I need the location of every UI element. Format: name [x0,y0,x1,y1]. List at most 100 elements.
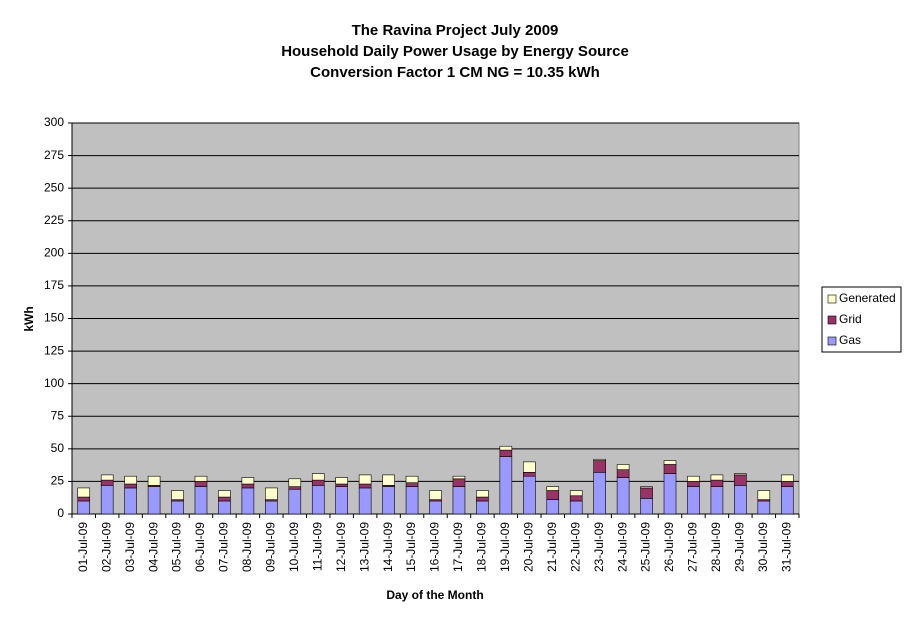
bar-segment [780,481,794,487]
y-tick-label: 225 [44,213,64,227]
bar-segment [546,490,560,500]
x-tick-label: 21-Jul-09 [545,522,559,572]
bar-segment [147,475,161,486]
bar-segment [780,474,794,482]
bar-segment [734,485,747,515]
x-tick-label: 05-Jul-09 [170,522,184,572]
x-tick-label: 04-Jul-09 [146,522,160,572]
bar-segment [546,486,560,491]
x-tick-label: 19-Jul-09 [498,522,512,572]
bar-segment [147,486,161,515]
x-tick-label: 08-Jul-09 [240,522,254,572]
bar-segment [194,475,208,482]
bar-segment [124,487,137,515]
bar-segment [663,464,677,474]
bar-segment [663,460,677,465]
bar-segment [100,479,114,486]
bar-segment [335,483,348,487]
y-tick-label: 300 [44,115,64,129]
y-tick-label: 200 [44,246,64,260]
y-tick-label: 0 [57,506,64,520]
x-tick-label: 30-Jul-09 [756,522,770,572]
bar-segment [335,477,348,485]
bar-segment [452,478,466,487]
x-tick-label: 09-Jul-09 [264,522,278,572]
bar-segment [780,486,794,515]
bar-segment [687,486,700,515]
bar-segment [687,481,700,487]
bar-segment [640,487,653,499]
legend-label: Grid [839,312,862,326]
bar-segment [710,486,724,515]
bar-segment [546,499,560,515]
bar-segment [405,486,419,515]
bar-segment [616,464,630,470]
y-tick-label: 50 [51,441,65,455]
x-axis-title: Day of the Month [386,588,483,602]
bar-segment [687,475,700,482]
bar-segment [640,486,653,489]
bar-segment [452,486,466,515]
bar-segment [569,495,583,502]
bar-segment [499,449,513,457]
bar-segment [171,490,184,500]
legend-swatch [827,315,837,325]
bar-segment [311,473,325,481]
bar-segment [429,490,442,500]
bar-segment [593,458,606,461]
y-tick-label: 150 [44,311,64,325]
bar-segment [218,500,231,515]
x-tick-label: 26-Jul-09 [662,522,676,572]
x-tick-label: 27-Jul-09 [686,522,700,572]
bar-segment [476,490,489,498]
bar-segment [311,485,325,515]
bar-segment [311,479,325,486]
y-tick-label: 100 [44,376,64,390]
bar-segment [77,487,91,498]
chart-title: The Ravina Project July 2009 [352,22,559,39]
x-tick-label: 16-Jul-09 [428,522,442,572]
x-tick-label: 06-Jul-09 [193,522,207,572]
x-tick-label: 13-Jul-09 [357,522,371,572]
bar-segment [241,477,255,485]
bar-segment [523,475,536,515]
bar-segment [77,496,91,502]
bar-segment [265,487,278,500]
y-tick-label: 250 [44,180,64,194]
bar-segment [405,475,419,484]
x-tick-label: 28-Jul-09 [709,522,723,572]
bar-segment [710,479,724,487]
x-tick-label: 01-Jul-09 [76,522,90,572]
bar-segment [241,483,255,489]
legend-swatch [827,336,837,346]
bar-segment [241,487,255,515]
x-tick-label: 18-Jul-09 [475,522,489,572]
bar-segment [663,473,677,515]
x-tick-label: 14-Jul-09 [381,522,395,572]
x-tick-label: 22-Jul-09 [568,522,582,572]
bar-segment [593,460,606,473]
legend-swatch [827,294,837,304]
bar-segment [616,469,630,478]
y-axis-title: kWh [22,306,36,331]
bar-segment [734,473,747,476]
bar-segment [218,490,231,498]
x-tick-label: 10-Jul-09 [287,522,301,572]
bar-segment [358,483,372,489]
bar-segment [452,475,466,480]
chart-subtitle: Household Daily Power Usage by Energy So… [281,43,629,60]
y-tick-label: 175 [44,278,64,292]
bar-segment [77,500,91,515]
bar-segment [569,500,583,515]
bar-segment [405,482,419,487]
x-tick-label: 03-Jul-09 [123,522,137,572]
x-tick-label: 24-Jul-09 [615,522,629,572]
bar-segment [358,474,372,485]
bar-segment [640,498,653,515]
bar-segment [523,461,536,473]
bar-segment [194,486,208,515]
chart-subtitle: Conversion Factor 1 CM NG = 10.35 kWh [310,64,600,81]
x-tick-label: 15-Jul-09 [404,522,418,572]
bar-segment [569,490,583,497]
